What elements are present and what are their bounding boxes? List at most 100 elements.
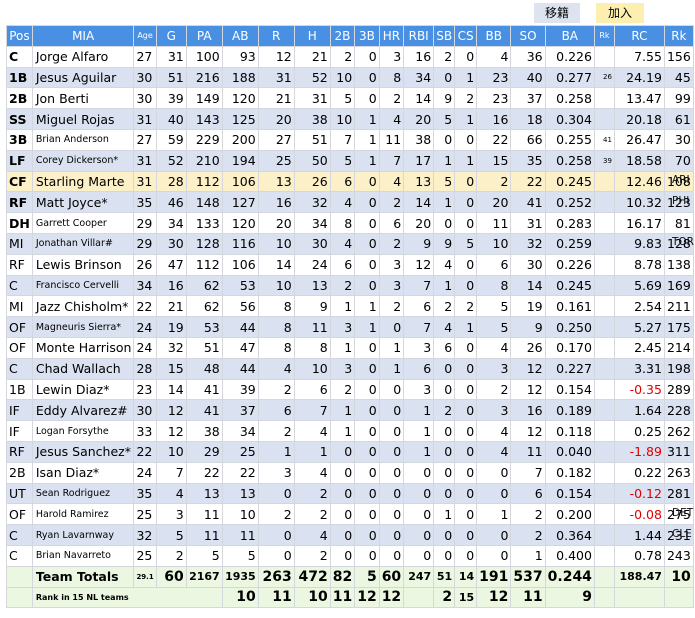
player-row[interactable]: SS Miguel Rojas 31 40 143 125 20 38 10 1 4 20 5 1 16 18… bbox=[6, 108, 694, 130]
player-name[interactable]: Corey Dickerson* bbox=[31, 149, 135, 172]
stat-cell: 13 bbox=[257, 170, 295, 193]
player-row[interactable]: UT Sean Rodriguez 35 4 13 13 0 2 0 0 0 0 0 0 0 6 0.154 -0… bbox=[6, 482, 694, 505]
column-header[interactable]: HR bbox=[378, 25, 405, 47]
column-header[interactable]: Rk bbox=[593, 25, 615, 47]
player-name[interactable]: Lewin Diaz* bbox=[31, 378, 135, 401]
stat-cell: 5 bbox=[185, 544, 223, 567]
player-row[interactable]: 1B Jesus Aguilar 30 51 216 188 31 52 10 0 8 34 0 1 23 4… bbox=[6, 66, 694, 89]
player-name[interactable]: Ryan Lavarnway bbox=[31, 524, 135, 546]
player-row[interactable]: 1B Lewin Diaz* 23 14 41 39 2 6 2 0 0 3 0 0 2 12 0.154 -0.… bbox=[6, 378, 694, 401]
player-name[interactable]: Sean Rodriguez bbox=[31, 482, 135, 505]
column-header[interactable]: MIA bbox=[31, 25, 135, 47]
column-header[interactable]: BA bbox=[544, 25, 595, 47]
player-name[interactable]: Starling Marte bbox=[31, 170, 135, 193]
player-name[interactable]: Matt Joyce* bbox=[31, 191, 135, 214]
column-header[interactable]: 3B bbox=[354, 25, 380, 47]
column-header[interactable]: H bbox=[293, 25, 331, 47]
player-name[interactable]: Jon Berti bbox=[31, 87, 135, 110]
player-row[interactable]: RF Matt Joyce* 35 46 148 127 16 32 4 0 2 14 1 0 20 41 0.… bbox=[6, 191, 694, 214]
position-cell: C bbox=[6, 357, 33, 380]
add-button[interactable]: 加入 bbox=[596, 3, 644, 23]
player-name[interactable]: Jesus Sanchez* bbox=[31, 440, 135, 463]
column-header[interactable]: Pos bbox=[6, 25, 33, 47]
player-name[interactable]: Monte Harrison bbox=[31, 336, 135, 359]
player-name[interactable]: Jonathan Villar# bbox=[31, 232, 135, 255]
column-header[interactable]: PA bbox=[185, 25, 223, 47]
player-row[interactable]: RF Jesus Sanchez* 22 10 29 25 1 1 0 0 0 1 0 0 4 11 0.040… bbox=[6, 440, 694, 463]
player-name[interactable]: Jazz Chisholm* bbox=[31, 295, 135, 318]
stat-cell: 10 bbox=[221, 503, 259, 526]
player-name[interactable]: Brian Anderson bbox=[31, 128, 135, 151]
player-row[interactable]: IF Logan Forsythe 33 12 38 34 2 4 1 0 0 1 0 0 4 12 0.118… bbox=[6, 420, 694, 442]
player-name[interactable]: Garrett Cooper bbox=[31, 212, 135, 234]
stat-cell: 2 bbox=[433, 295, 456, 318]
stat-cell: 9 bbox=[433, 232, 456, 255]
stat-cell: 3 bbox=[378, 253, 405, 276]
player-row[interactable]: C Ryan Lavarnway 32 5 11 11 0 4 0 0 0 0 0 0 0 2 0.364 1.4… bbox=[6, 524, 694, 546]
column-header[interactable]: Age bbox=[133, 25, 157, 47]
stat-cell: 11 bbox=[378, 128, 405, 151]
player-row[interactable]: MI Jazz Chisholm* 22 21 62 56 8 9 1 1 2 6 2 2 5 19 0.161… bbox=[6, 295, 694, 318]
player-name[interactable]: Lewis Brinson bbox=[31, 253, 135, 276]
stat-cell: 0.259 bbox=[544, 232, 595, 255]
column-header[interactable]: SO bbox=[510, 25, 546, 47]
player-name[interactable]: Magneuris Sierra* bbox=[31, 316, 135, 338]
player-row[interactable]: OF Harold Ramirez 25 3 11 10 2 2 0 0 0 0 1 0 1 2 0.200 -0… bbox=[6, 503, 694, 526]
column-header[interactable]: SB bbox=[433, 25, 456, 47]
player-row[interactable]: OF Monte Harrison 24 32 51 47 8 8 1 0 1 3 6 0 4 26 0.170… bbox=[6, 336, 694, 359]
player-row[interactable]: 3B Brian Anderson 27 59 229 200 27 51 7 1 11 38 0 0 22… bbox=[6, 128, 694, 151]
player-name[interactable]: Jorge Alfaro bbox=[31, 45, 135, 68]
column-header[interactable]: R bbox=[257, 25, 295, 47]
rank-cell: 2 bbox=[433, 586, 456, 609]
player-row[interactable]: C Jorge Alfaro 27 31 100 93 12 21 2 0 3 16 2 0 4 36 0.22… bbox=[6, 45, 694, 68]
age-cell: 30 bbox=[133, 66, 157, 89]
player-name[interactable]: Eddy Alvarez# bbox=[31, 399, 135, 422]
stat-cell: 0 bbox=[257, 524, 295, 546]
position-cell: RF bbox=[6, 191, 33, 214]
stat-cell: 2 bbox=[378, 191, 405, 214]
column-header[interactable]: AB bbox=[221, 25, 259, 47]
player-row[interactable]: C Brian Navarreto 25 2 5 5 0 2 0 0 0 0 0 0 0 1 0.400 0.78… bbox=[6, 544, 694, 567]
player-row[interactable]: OF Magneuris Sierra* 24 19 53 44 8 11 3 1 0 7 4 1 5 9 0.… bbox=[6, 316, 694, 338]
totals-cell: 5 bbox=[354, 565, 380, 588]
player-row[interactable]: C Chad Wallach 28 15 48 44 4 10 3 0 1 6 0 0 3 12 0.227 3.… bbox=[6, 357, 694, 380]
stat-cell: 8 bbox=[257, 336, 295, 359]
player-row[interactable]: C Francisco Cervelli 34 16 62 53 10 13 2 0 3 7 1 0 8 14… bbox=[6, 274, 694, 297]
player-row[interactable]: MI Jonathan Villar# 29 30 128 116 10 30 4 0 2 9 9 5 10… bbox=[6, 232, 694, 255]
player-name[interactable]: Miguel Rojas bbox=[31, 108, 135, 130]
player-row[interactable]: 2B Isan Diaz* 24 7 22 22 3 4 0 0 0 0 0 0 0 7 0.182 0.22 26… bbox=[6, 461, 694, 484]
player-row[interactable]: 2B Jon Berti 30 39 149 120 21 31 5 0 2 14 9 2 23 37 0.25… bbox=[6, 87, 694, 110]
player-row[interactable]: CF Starling Marte 31 28 112 106 13 26 6 0 4 13 5 0 2 22… bbox=[6, 170, 694, 193]
column-header[interactable]: RBI bbox=[403, 25, 435, 47]
stat-cell: 148 bbox=[185, 191, 223, 214]
column-header[interactable]: CS bbox=[454, 25, 478, 47]
player-name[interactable]: Logan Forsythe bbox=[31, 420, 135, 442]
column-header[interactable]: Rk bbox=[663, 25, 694, 47]
stat-cell: 1 bbox=[329, 295, 356, 318]
age-cell: 27 bbox=[133, 128, 157, 151]
player-name[interactable]: Francisco Cervelli bbox=[31, 274, 135, 297]
player-row[interactable]: RF Lewis Brinson 26 47 112 106 14 24 6 0 3 12 4 0 6 30 0… bbox=[6, 253, 694, 276]
stat-cell: 6 bbox=[329, 170, 356, 193]
player-name[interactable]: Harold Ramirez bbox=[31, 503, 135, 526]
column-header[interactable]: 2B bbox=[329, 25, 356, 47]
stat-cell: 5 bbox=[329, 149, 356, 172]
stat-cell: 0 bbox=[454, 544, 478, 567]
stat-cell: 0 bbox=[476, 482, 512, 505]
player-row[interactable]: IF Eddy Alvarez# 30 12 41 37 6 7 1 0 0 1 2 0 3 16 0.189 1… bbox=[6, 399, 694, 422]
player-row[interactable]: DH Garrett Cooper 29 34 133 120 20 34 8 0 6 20 0 0 11 3… bbox=[6, 212, 694, 234]
stat-cell: 8 bbox=[476, 274, 512, 297]
column-header[interactable]: G bbox=[155, 25, 187, 47]
player-row[interactable]: LF Corey Dickerson* 31 52 210 194 25 50 5 1 7 17 1 1 1… bbox=[6, 149, 694, 172]
player-name[interactable]: Jesus Aguilar bbox=[31, 66, 135, 89]
player-name[interactable]: Chad Wallach bbox=[31, 357, 135, 380]
column-header[interactable]: BB bbox=[476, 25, 512, 47]
column-header[interactable]: RC bbox=[613, 25, 665, 47]
player-name[interactable]: Isan Diaz* bbox=[31, 461, 135, 484]
player-name[interactable]: Brian Navarreto bbox=[31, 544, 135, 567]
stat-cell: 62 bbox=[185, 274, 223, 297]
stat-cell: 7 bbox=[378, 149, 405, 172]
stat-cell: 1 bbox=[329, 336, 356, 359]
ba-rank-cell: 41 bbox=[593, 128, 615, 151]
move-button[interactable]: 移籍 bbox=[534, 3, 580, 23]
